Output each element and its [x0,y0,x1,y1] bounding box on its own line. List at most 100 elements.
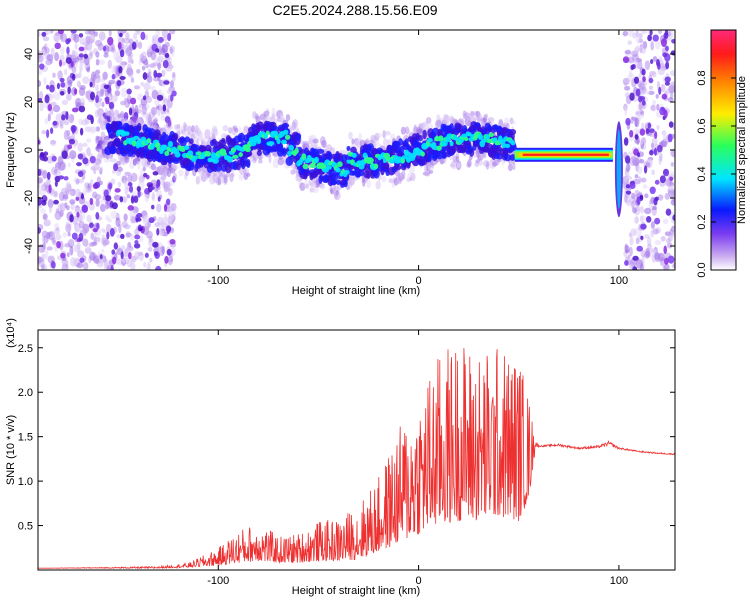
spectrogram-cell [46,246,53,251]
spectrogram-cell [422,129,427,140]
spectrogram-cell [83,261,89,270]
spectrogram-cell [170,94,174,102]
spectrogram-cell [148,71,152,76]
spectrogram-cell [119,196,124,203]
spectrogram-cell [638,95,643,103]
spectrogram-cell [441,140,448,147]
spectrogram-cell [668,87,675,94]
spectrogram-cell [62,232,68,238]
spectrogram-cell [302,163,309,170]
spectrogram-cell [384,131,391,136]
spectrogram-cell [165,110,171,117]
spectrogram-cell [509,154,516,161]
spectrogram-cell [71,107,79,113]
spectrogram-cell [272,158,280,169]
spectrogram-cell [650,221,655,230]
spectrogram-cell [467,120,472,127]
spectrogram-cell [134,234,141,240]
spectrogram-cell [113,194,122,201]
spectrogram-cell [498,119,504,128]
spectrogram-cell [150,163,157,171]
spectrogram-cell [245,146,251,153]
spectrogram-cell [309,182,315,187]
spectrogram-cell [624,194,628,203]
spectrogram-cell [103,53,109,58]
spectrogram-cell [128,107,133,116]
spectrogram-cell [43,77,47,86]
spectrogram-cell [374,139,380,147]
y-tick-label: 20 [23,96,35,108]
spectrogram-cell [650,229,655,238]
spectrogram-cell [38,97,43,102]
spectrogram-cell [38,227,42,234]
spectrogram-cell [230,172,235,178]
spectrogram-cell [163,124,168,131]
spectrogram-cell [74,43,78,50]
spectrogram-cell [634,189,640,195]
spectrogram-cell [56,240,61,249]
spectrogram-cell [111,202,118,210]
spectrogram-cell [162,60,169,69]
y-tick-label: -20 [23,190,35,206]
spectrogram-cell [93,181,101,189]
spectrogram-cell [58,59,63,67]
spectrogram-cell [155,265,162,270]
spectrogram-cell [646,236,652,246]
spectrogram-cell [151,191,156,201]
spectrogram-cell [635,88,641,97]
spectrogram-cell [136,68,141,74]
spectrogram-cell [246,158,251,169]
spectrogram-cell [625,117,631,126]
spectrogram-cell [639,128,646,136]
spectrogram-cell [351,138,355,145]
spectrogram-cell [142,72,148,80]
spectrogram-cell [88,33,95,44]
spectrogram-cell [86,66,91,73]
spectrogram-cell [664,81,670,86]
spectrogram-cell [167,166,173,171]
spectrogram-cell [101,248,105,253]
spectrogram-cell [671,263,675,269]
spectrogram-cell [169,46,173,55]
spectrogram-cell [624,106,628,116]
spectrogram-cell [507,163,513,172]
spectrogram-cell [670,161,674,167]
spectrogram-cell [71,51,79,59]
spectrogram-cell [666,242,673,249]
spectrogram-cell [80,193,85,200]
spectrogram-cell [59,202,66,212]
spectrogram-cell [488,132,495,138]
spectrogram-cell [54,42,61,50]
spectrogram-cell [672,214,675,221]
spectrogram-cell [436,145,442,151]
spectrogram-cell [89,81,93,88]
spectrogram-cell [271,107,276,117]
spectrogram-cell [309,163,316,169]
spectrogram-cell [102,125,106,130]
spectrogram-cell [167,32,172,42]
spectrogram-cell [651,206,657,211]
spectrogram-cell [127,205,135,211]
spectrogram-cell [629,129,634,138]
spectrogram-cell [94,193,102,200]
spectrogram-cell [111,43,115,52]
spectrogram-cell [38,169,42,177]
spectrogram-cell [169,80,175,88]
spectrogram-cell [146,262,151,270]
spectrogram-cell [123,112,128,117]
spectrogram-cell [163,203,168,212]
spectrogram-cell [77,250,85,258]
spectrogram-cell [143,214,150,223]
spectrogram-cell [111,256,117,265]
spectrogram-cell [629,246,633,257]
spectrogram-cell [53,91,61,101]
spectrogram-cell [463,137,469,142]
spectrogram-cell [49,84,55,93]
spectrogram-cell [115,217,121,228]
spectrogram-cell [642,41,648,50]
spectrogram-cell [651,71,657,78]
spectrogram-cell [670,149,675,158]
spectrogram-cell [383,161,390,171]
spectrogram-cell [60,46,65,55]
y-tick-label: 40 [23,48,35,60]
